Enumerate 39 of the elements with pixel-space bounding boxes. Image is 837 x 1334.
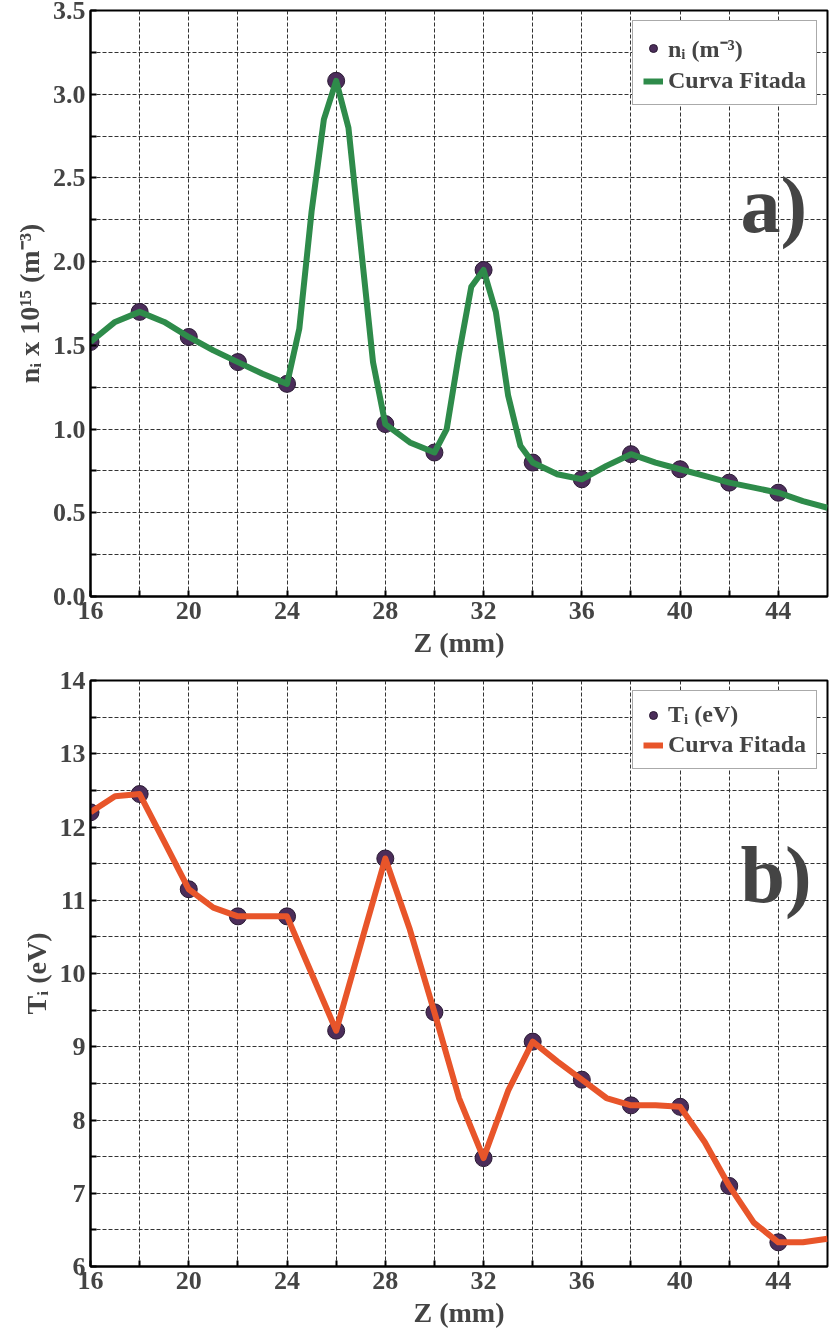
y-axis-title: Tᵢ (eV) [20, 932, 52, 1015]
legend-label: Curva Fitada [668, 731, 806, 758]
legend-label: nᵢ (m⁻³) [668, 35, 743, 64]
y-tick-label: 0.5 [53, 498, 86, 528]
y-tick-label: 2.0 [53, 247, 86, 277]
annotation: b) [740, 831, 812, 921]
y-tick-label: 7 [72, 1178, 86, 1208]
y-tick-label: 11 [60, 885, 86, 915]
y-tick-label: 10 [59, 959, 86, 988]
y-tick-label: 1.0 [53, 414, 86, 444]
x-tick-label: 36 [568, 595, 595, 625]
x-tick-label: 24 [274, 595, 301, 625]
x-axis-title: Z (mm) [413, 1296, 505, 1328]
x-tick-label: 32 [470, 595, 497, 625]
x-axis-title: Z (mm) [413, 626, 505, 658]
y-tick-label: 12 [59, 812, 86, 842]
legend-label: Tᵢ (eV) [668, 701, 739, 728]
y-tick-label: 2.5 [53, 163, 86, 193]
annotation: a) [740, 161, 808, 251]
x-tick-label: 20 [175, 595, 202, 625]
x-tick-label: 32 [470, 1265, 497, 1295]
y-tick-label: 13 [59, 739, 86, 769]
x-tick-label: 20 [175, 1265, 202, 1295]
x-tick-label: 36 [568, 1265, 595, 1295]
y-tick-label: 3.5 [53, 0, 86, 25]
y-tick-label: 1.5 [53, 330, 86, 360]
x-tick-label: 44 [765, 1265, 792, 1295]
legend-label: Curva Fitada [668, 67, 806, 94]
x-tick-label: 44 [765, 595, 792, 625]
y-axis-title: nᵢ x 10¹⁵ (m⁻³) [14, 223, 45, 384]
x-tick-label: 28 [372, 595, 399, 625]
x-tick-label: 40 [667, 1265, 694, 1295]
y-tick-label: 9 [72, 1032, 86, 1062]
y-tick-label: 3.0 [53, 79, 86, 109]
y-tick-label: 8 [72, 1105, 86, 1135]
x-tick-label: 28 [372, 1265, 399, 1295]
x-tick-label: 24 [274, 1265, 301, 1295]
x-tick-label: 40 [667, 595, 694, 625]
y-tick-label: 14 [59, 666, 86, 695]
